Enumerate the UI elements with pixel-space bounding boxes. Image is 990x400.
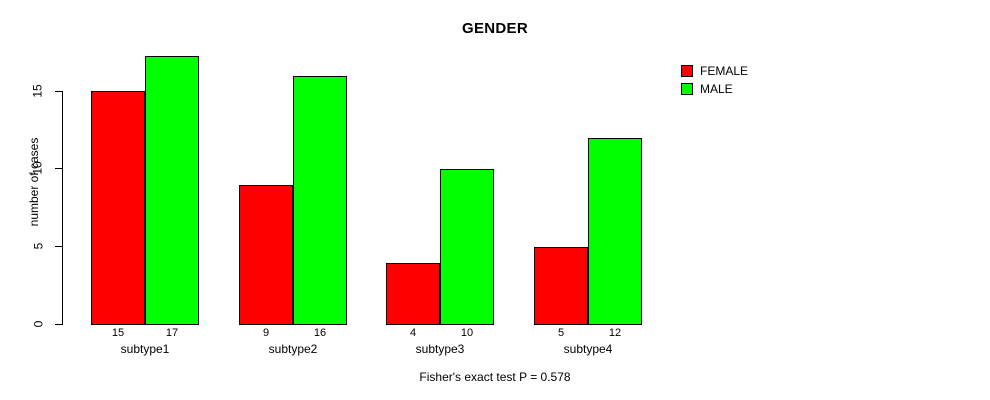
y-axis-tick-15 (55, 91, 62, 92)
bar-subtype3-male (440, 169, 494, 325)
y-axis-label-15: 15 (30, 84, 45, 98)
y-axis-label-15-wrap: 15 (26, 84, 50, 98)
bar-value-subtype1-female: 15 (111, 327, 125, 339)
y-axis-tick-5 (55, 246, 62, 247)
legend-label-male: MALE (700, 82, 733, 96)
group-label-subtype2: subtype2 (268, 342, 318, 356)
bar-value-subtype1-male: 17 (165, 327, 179, 339)
bar-value-subtype2-female: 9 (262, 327, 270, 339)
y-axis-label-0-wrap: 0 (26, 317, 50, 331)
bar-value-subtype3-male: 10 (460, 327, 474, 339)
y-axis-line (62, 91, 63, 325)
group-label-subtype4: subtype4 (563, 342, 613, 356)
group-label-subtype3: subtype3 (415, 342, 465, 356)
bar-subtype2-male (293, 76, 347, 325)
legend-swatch-male-icon (681, 83, 693, 95)
legend-label-female: FEMALE (700, 64, 749, 78)
y-axis-label-0: 0 (31, 320, 45, 328)
y-axis-tick-10 (55, 168, 62, 169)
chart-title: GENDER (462, 20, 528, 37)
bar-subtype3-female (386, 263, 440, 325)
bar-subtype4-male (588, 138, 642, 325)
legend-item-female: FEMALE (681, 62, 748, 80)
bar-value-subtype3-female: 4 (409, 327, 417, 339)
y-axis-title: number of cases (27, 137, 41, 227)
legend-item-male: MALE (681, 80, 748, 98)
bar-subtype1-male (145, 56, 199, 325)
bar-subtype4-female (534, 247, 588, 325)
legend-swatch-female-icon (681, 65, 693, 77)
chart-legend: FEMALE MALE (681, 62, 748, 98)
bar-value-subtype2-male: 16 (313, 327, 327, 339)
group-label-subtype1: subtype1 (120, 342, 170, 356)
statistical-test-annotation: Fisher's exact test P = 0.578 (419, 370, 571, 384)
y-axis-tick-0 (55, 324, 62, 325)
bar-subtype2-female (239, 185, 293, 325)
bar-value-subtype4-male: 12 (608, 327, 622, 339)
bar-subtype1-female (91, 91, 145, 325)
bar-value-subtype4-female: 5 (557, 327, 565, 339)
